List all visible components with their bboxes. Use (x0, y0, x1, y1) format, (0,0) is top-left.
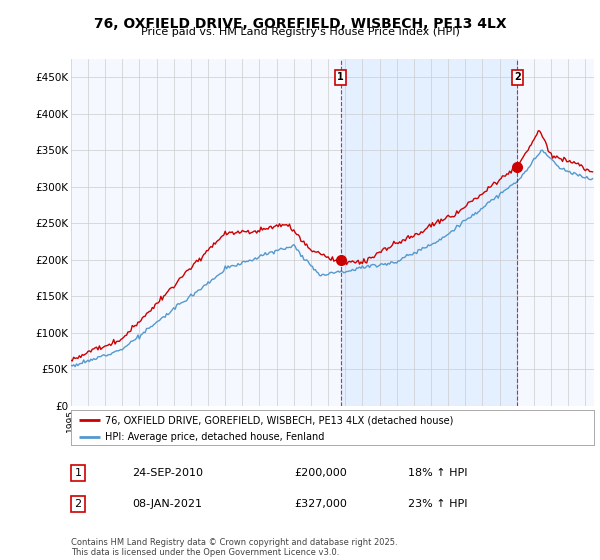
Text: Contains HM Land Registry data © Crown copyright and database right 2025.
This d: Contains HM Land Registry data © Crown c… (71, 538, 397, 557)
Text: 18% ↑ HPI: 18% ↑ HPI (408, 468, 467, 478)
Text: 2: 2 (514, 72, 521, 82)
Text: Price paid vs. HM Land Registry's House Price Index (HPI): Price paid vs. HM Land Registry's House … (140, 27, 460, 37)
Bar (341, 59, 517, 406)
Text: 76, OXFIELD DRIVE, GOREFIELD, WISBECH, PE13 4LX (detached house): 76, OXFIELD DRIVE, GOREFIELD, WISBECH, P… (105, 415, 453, 425)
Text: HPI: Average price, detached house, Fenland: HPI: Average price, detached house, Fenl… (105, 432, 324, 441)
Text: 23% ↑ HPI: 23% ↑ HPI (408, 499, 467, 509)
Text: 1: 1 (74, 468, 82, 478)
Text: £327,000: £327,000 (294, 499, 347, 509)
Text: £200,000: £200,000 (294, 468, 347, 478)
Text: 2: 2 (74, 499, 82, 509)
Text: 24-SEP-2010: 24-SEP-2010 (132, 468, 203, 478)
Text: 08-JAN-2021: 08-JAN-2021 (132, 499, 202, 509)
Text: 1: 1 (337, 72, 344, 82)
Text: 76, OXFIELD DRIVE, GOREFIELD, WISBECH, PE13 4LX: 76, OXFIELD DRIVE, GOREFIELD, WISBECH, P… (94, 17, 506, 31)
